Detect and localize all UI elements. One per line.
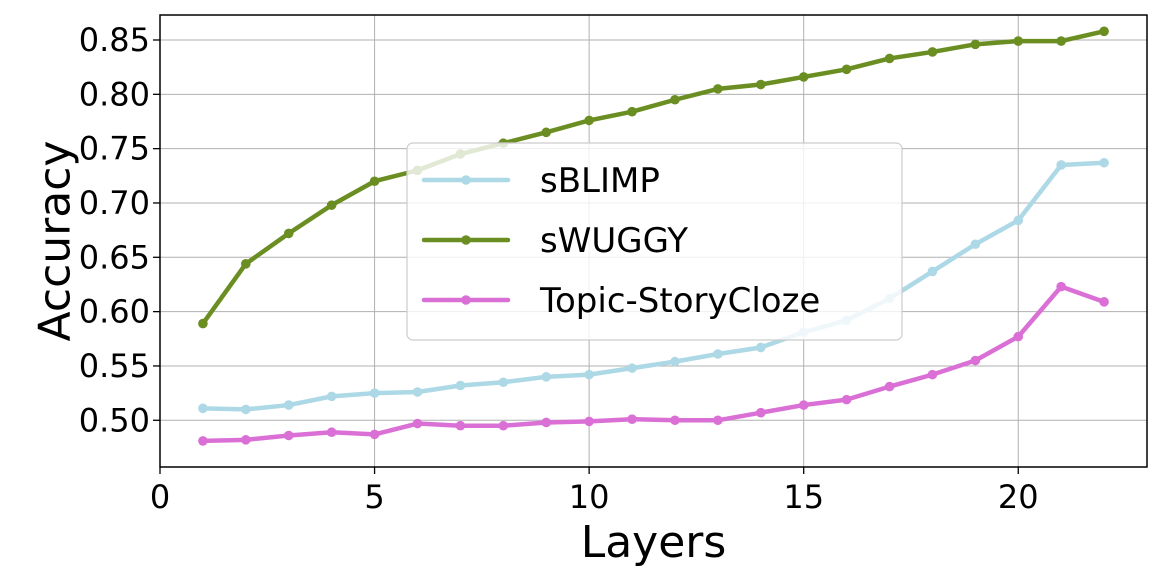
y-tick-label: 0.80 (79, 75, 150, 113)
data-point (369, 429, 380, 440)
plot-area-frame (159, 14, 1148, 468)
y-tick-label: 0.65 (79, 238, 150, 276)
data-point (927, 266, 938, 277)
legend-label: Topic-StoryCloze (539, 281, 820, 321)
data-point (841, 394, 852, 405)
legend-label: sBLIMP (540, 161, 660, 201)
data-point (198, 403, 208, 414)
data-point (241, 404, 251, 415)
data-point (1056, 160, 1066, 170)
data-point (1013, 331, 1024, 342)
legend: sBLIMP sWUGGY Topic-StoryCloze (406, 142, 903, 341)
data-point (541, 372, 552, 382)
data-point (1013, 36, 1024, 46)
data-point (627, 363, 637, 373)
y-axis-title: Accuracy (30, 141, 81, 342)
y-tick-label: 0.50 (79, 401, 150, 439)
data-point (1099, 297, 1109, 307)
data-point (755, 342, 766, 353)
data-point (241, 435, 251, 445)
data-point (326, 427, 337, 438)
data-point (198, 318, 208, 329)
data-point (798, 400, 809, 410)
data-point (326, 391, 337, 402)
data-point (927, 47, 938, 57)
data-point (627, 106, 637, 117)
data-point (369, 176, 380, 187)
data-point (884, 53, 895, 64)
y-tick-label: 0.60 (79, 293, 150, 331)
data-point (841, 64, 852, 75)
data-point (198, 436, 208, 446)
data-point (584, 115, 594, 126)
legend-swatch-marker (461, 295, 471, 305)
series-topic-storycloze (198, 281, 1109, 446)
x-tick-label: 10 (569, 478, 610, 516)
y-tick-label: 0.70 (79, 184, 150, 222)
data-point (755, 407, 766, 418)
data-point (713, 84, 723, 94)
data-point (1099, 26, 1109, 37)
x-axis-title: Layers (581, 517, 727, 568)
data-point (412, 387, 423, 397)
data-point (1099, 157, 1109, 168)
y-tick-label: 0.75 (79, 130, 150, 168)
data-point (541, 417, 552, 428)
data-point (283, 228, 294, 239)
x-tick-label: 20 (998, 478, 1039, 516)
data-point (1056, 36, 1066, 46)
data-point (498, 377, 509, 388)
data-point (369, 388, 380, 398)
legend-swatch-marker (461, 235, 471, 245)
data-point (241, 259, 251, 269)
x-tick-label: 5 (364, 478, 384, 516)
series-line (200, 160, 1107, 412)
data-point (1013, 215, 1024, 226)
data-point (498, 420, 509, 431)
y-tick-label: 0.85 (79, 21, 150, 59)
series-line (200, 284, 1107, 444)
data-point (670, 94, 680, 105)
data-point (670, 415, 680, 426)
data-point (455, 380, 466, 391)
data-point (970, 355, 981, 366)
series-lines (198, 26, 1109, 446)
data-point (713, 349, 723, 359)
data-point (584, 416, 594, 427)
data-point (970, 39, 981, 50)
data-point (798, 72, 809, 82)
data-point (884, 381, 895, 392)
legend-label: sWUGGY (540, 221, 688, 261)
series-line (200, 29, 1107, 326)
x-tick-label: 0 (150, 478, 170, 516)
data-point (713, 415, 723, 426)
data-point (755, 79, 766, 90)
axis-ticks: 0 5 10 15 20 0.50 0.55 0.60 0.65 0.70 0.75 0.80 0.85 (79, 21, 1039, 516)
y-tick-label: 0.55 (79, 347, 150, 385)
data-point (670, 356, 680, 367)
data-point (970, 239, 981, 250)
data-point (283, 430, 294, 441)
data-point (627, 414, 637, 424)
data-point (584, 369, 594, 380)
data-point (541, 127, 552, 138)
data-point (412, 418, 423, 429)
legend-swatch-marker (461, 175, 471, 185)
data-point (1056, 281, 1066, 292)
data-point (283, 400, 294, 410)
data-point (326, 200, 337, 210)
x-tick-label: 15 (783, 478, 824, 516)
legend-box (406, 142, 903, 341)
data-point (455, 420, 466, 431)
data-point (927, 369, 938, 380)
